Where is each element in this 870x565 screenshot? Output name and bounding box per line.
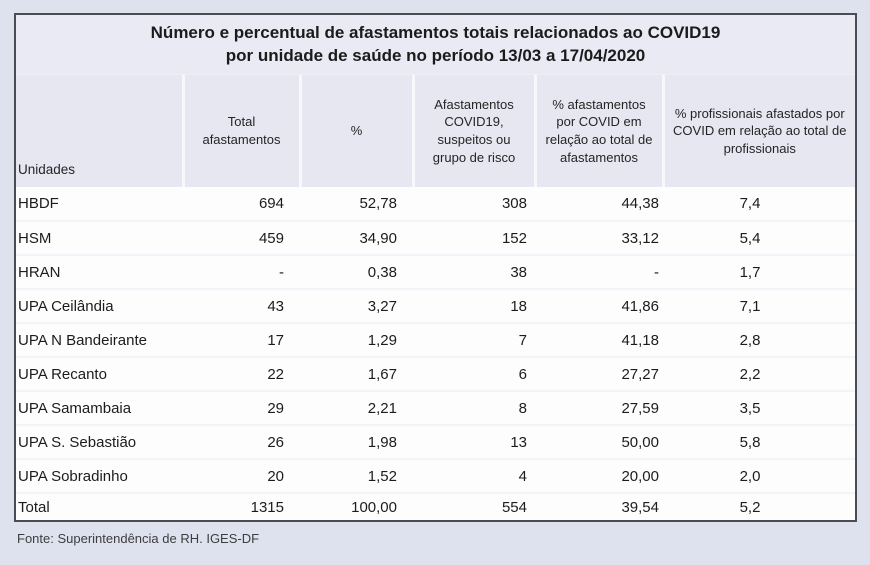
unit-cell: UPA N Bandeirante [16, 322, 183, 357]
column-header-percent-profissionais: % profissionais afastados por COVID em r… [661, 75, 855, 187]
unit-cell: UPA S. Sebastião [16, 424, 183, 459]
percent-cell: 1,29 [300, 322, 413, 357]
percent-covid-cell: 41,18 [535, 322, 663, 357]
percent-prof-cell: 1,7 [663, 254, 855, 289]
table-row: HBDF 694 52,78 308 44,38 7,4 [16, 187, 855, 221]
percent-cell: 52,78 [359, 195, 397, 212]
table-body: HBDF 694 52,78 308 44,38 7,4 HSM 459 34,… [16, 187, 855, 520]
percent-cell: 34,90 [300, 220, 413, 255]
column-header-percent: % [298, 75, 413, 187]
unit-cell: UPA Samambaia [16, 390, 183, 425]
covid-cell: 152 [413, 220, 535, 255]
percent-cell: 1,67 [300, 356, 413, 391]
percent-cell: 100,00 [300, 492, 413, 520]
percent-prof-cell: 5,2 [663, 492, 855, 520]
table-row: UPA N Bandeirante 17 1,29 7 41,18 2,8 [16, 322, 855, 357]
table-title: Número e percentual de afastamentos tota… [16, 15, 855, 75]
table-row: UPA Sobradinho 20 1,52 4 20,00 2,0 [16, 458, 855, 493]
column-header-afastamentos-covid: Afastamentos COVID19, suspeitos ou grupo… [411, 75, 535, 187]
table-row: UPA Samambaia 29 2,21 8 27,59 3,5 [16, 390, 855, 425]
percent-covid-cell: 27,59 [535, 390, 663, 425]
covid-cell: 38 [413, 254, 535, 289]
percent-covid-cell: 27,27 [535, 356, 663, 391]
table-row: UPA S. Sebastião 26 1,98 13 50,00 5,8 [16, 424, 855, 459]
column-header-unidades: Unidades [16, 75, 183, 187]
percent-covid-cell: 44,38 [621, 195, 659, 212]
table-row: UPA Ceilândia 43 3,27 18 41,86 7,1 [16, 288, 855, 323]
percent-prof-cell: 7,1 [663, 288, 855, 323]
total-cell: 22 [183, 356, 300, 391]
percent-covid-cell: 33,12 [535, 220, 663, 255]
source-note: Fonte: Superintendência de RH. IGES-DF [17, 531, 260, 546]
unit-cell: HBDF [18, 195, 59, 212]
unit-cell: UPA Ceilândia [16, 288, 183, 323]
total-cell: 43 [183, 288, 300, 323]
covid-cell: 7 [413, 322, 535, 357]
percent-covid-cell: 50,00 [535, 424, 663, 459]
percent-covid-cell: 39,54 [535, 492, 663, 520]
percent-cell: 2,21 [300, 390, 413, 425]
percent-prof-cell: 2,2 [663, 356, 855, 391]
covid-cell: 6 [413, 356, 535, 391]
percent-cell: 0,38 [300, 254, 413, 289]
percent-cell: 1,98 [300, 424, 413, 459]
covid-cell: 308 [501, 195, 527, 212]
table-header: Unidades Total afastamentos % Afastament… [16, 75, 855, 187]
covid-cell: 554 [413, 492, 535, 520]
table-title-line1: Número e percentual de afastamentos tota… [150, 22, 721, 42]
column-header-percent-covid-total: % afastamentos por COVID em relação ao t… [533, 75, 663, 187]
unit-cell: Total [16, 492, 183, 520]
total-cell: 694 [258, 195, 284, 212]
percent-prof-cell: 7,4 [739, 195, 761, 212]
percent-prof-cell: 2,8 [663, 322, 855, 357]
total-cell: - [183, 254, 300, 289]
percent-covid-cell: - [535, 254, 663, 289]
percent-cell: 3,27 [300, 288, 413, 323]
unit-cell: HRAN [16, 254, 183, 289]
header-row: Unidades Total afastamentos % Afastament… [16, 75, 855, 187]
unit-cell: HSM [16, 220, 183, 255]
table-row: HSM 459 34,90 152 33,12 5,4 [16, 220, 855, 255]
total-cell: 1315 [183, 492, 300, 520]
table-row: HRAN - 0,38 38 - 1,7 [16, 254, 855, 289]
unit-cell: UPA Recanto [16, 356, 183, 391]
table-row: UPA Recanto 22 1,67 6 27,27 2,2 [16, 356, 855, 391]
total-cell: 29 [183, 390, 300, 425]
percent-prof-cell: 3,5 [663, 390, 855, 425]
percent-prof-cell: 5,4 [663, 220, 855, 255]
percent-prof-cell: 2,0 [663, 458, 855, 493]
table-row-total: Total 1315 100,00 554 39,54 5,2 [16, 492, 855, 520]
total-cell: 26 [183, 424, 300, 459]
percent-covid-cell: 20,00 [535, 458, 663, 493]
column-header-total-afastamentos: Total afastamentos [181, 75, 300, 187]
total-cell: 20 [183, 458, 300, 493]
total-cell: 459 [183, 220, 300, 255]
covid-cell: 13 [413, 424, 535, 459]
unit-cell: UPA Sobradinho [16, 458, 183, 493]
percent-cell: 1,52 [300, 458, 413, 493]
percent-covid-cell: 41,86 [535, 288, 663, 323]
percent-prof-cell: 5,8 [663, 424, 855, 459]
covid-afastamentos-table-card: Número e percentual de afastamentos tota… [14, 13, 857, 522]
total-cell: 17 [183, 322, 300, 357]
covid-cell: 4 [413, 458, 535, 493]
afastamentos-table: Unidades Total afastamentos % Afastament… [16, 75, 855, 520]
covid-cell: 8 [413, 390, 535, 425]
covid-cell: 18 [413, 288, 535, 323]
table-title-line2: por unidade de saúde no período 13/03 a … [225, 45, 646, 65]
